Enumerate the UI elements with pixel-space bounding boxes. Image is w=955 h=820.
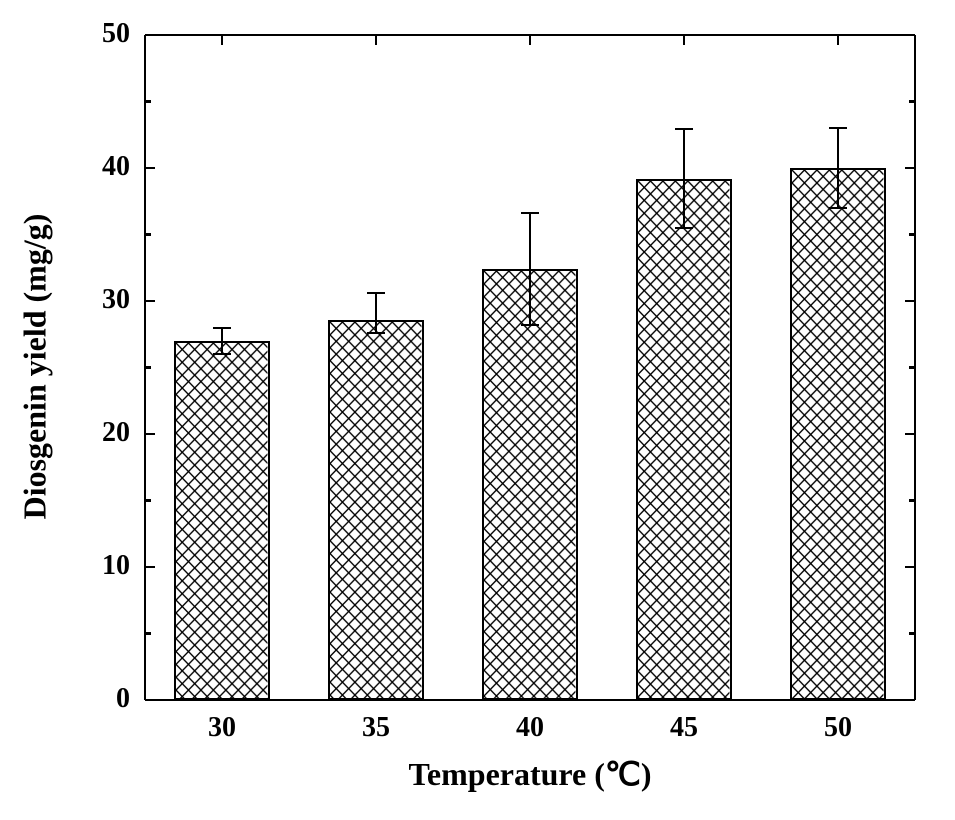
x-tick-major-top [221,35,224,45]
y-tick-minor [145,499,151,502]
x-axis-title: Temperature (℃) [330,755,730,793]
y-tick-minor-right [909,499,915,502]
errorbar-stem [529,213,531,325]
y-tick-minor-right [909,100,915,103]
x-tick-major-top [683,35,686,45]
y-tick-major-right [905,167,915,170]
y-tick-major-right [905,699,915,702]
errorbar-cap-bottom [367,332,384,334]
y-tick-minor-right [909,233,915,236]
errorbar-cap-bottom [521,324,538,326]
errorbar-cap-top [367,292,384,294]
x-tick-major-top [837,35,840,45]
y-tick-major-right [905,433,915,436]
bar [174,341,269,700]
errorbar-stem [837,128,839,208]
chart-figure: 0 10 20 30 40 50 30 35 40 45 50 Diosgenin yield (mg… [0,0,955,820]
y-tick-minor-right [909,632,915,635]
y-tick-label: 10 [75,550,130,582]
x-tick-major-top [529,35,532,45]
y-tick-major [145,566,155,569]
y-tick-major [145,34,155,37]
x-tick-label: 50 [788,712,888,744]
errorbar-cap-bottom [213,353,230,355]
y-tick-minor [145,632,151,635]
errorbar-cap-top [675,128,692,130]
x-tick-label: 35 [326,712,426,744]
y-tick-major [145,167,155,170]
x-tick-major-top [375,35,378,45]
y-tick-label: 0 [75,683,130,715]
bar [790,168,885,700]
errorbar-stem [221,328,223,355]
y-tick-major-right [905,300,915,303]
errorbar-stem [375,293,377,333]
y-tick-label: 30 [75,284,130,316]
bar [636,179,731,700]
y-tick-label: 20 [75,417,130,449]
y-tick-minor [145,233,151,236]
errorbar-cap-bottom [829,207,846,209]
y-tick-major [145,433,155,436]
y-tick-major [145,300,155,303]
y-tick-label: 50 [75,18,130,50]
errorbar-cap-top [521,212,538,214]
y-tick-minor-right [909,366,915,369]
y-tick-major-right [905,566,915,569]
errorbar-cap-top [213,327,230,329]
y-tick-major [145,699,155,702]
x-tick-label: 45 [634,712,734,744]
y-tick-minor [145,366,151,369]
y-tick-major-right [905,34,915,37]
x-tick-label: 30 [172,712,272,744]
errorbar-cap-top [829,127,846,129]
y-axis-title: Diosgenin yield (mg/g) [17,167,54,567]
bar [328,320,423,700]
errorbar-stem [683,129,685,227]
bar [482,269,577,700]
errorbar-cap-bottom [675,227,692,229]
y-tick-minor [145,100,151,103]
y-tick-label: 40 [75,151,130,183]
x-tick-label: 40 [480,712,580,744]
